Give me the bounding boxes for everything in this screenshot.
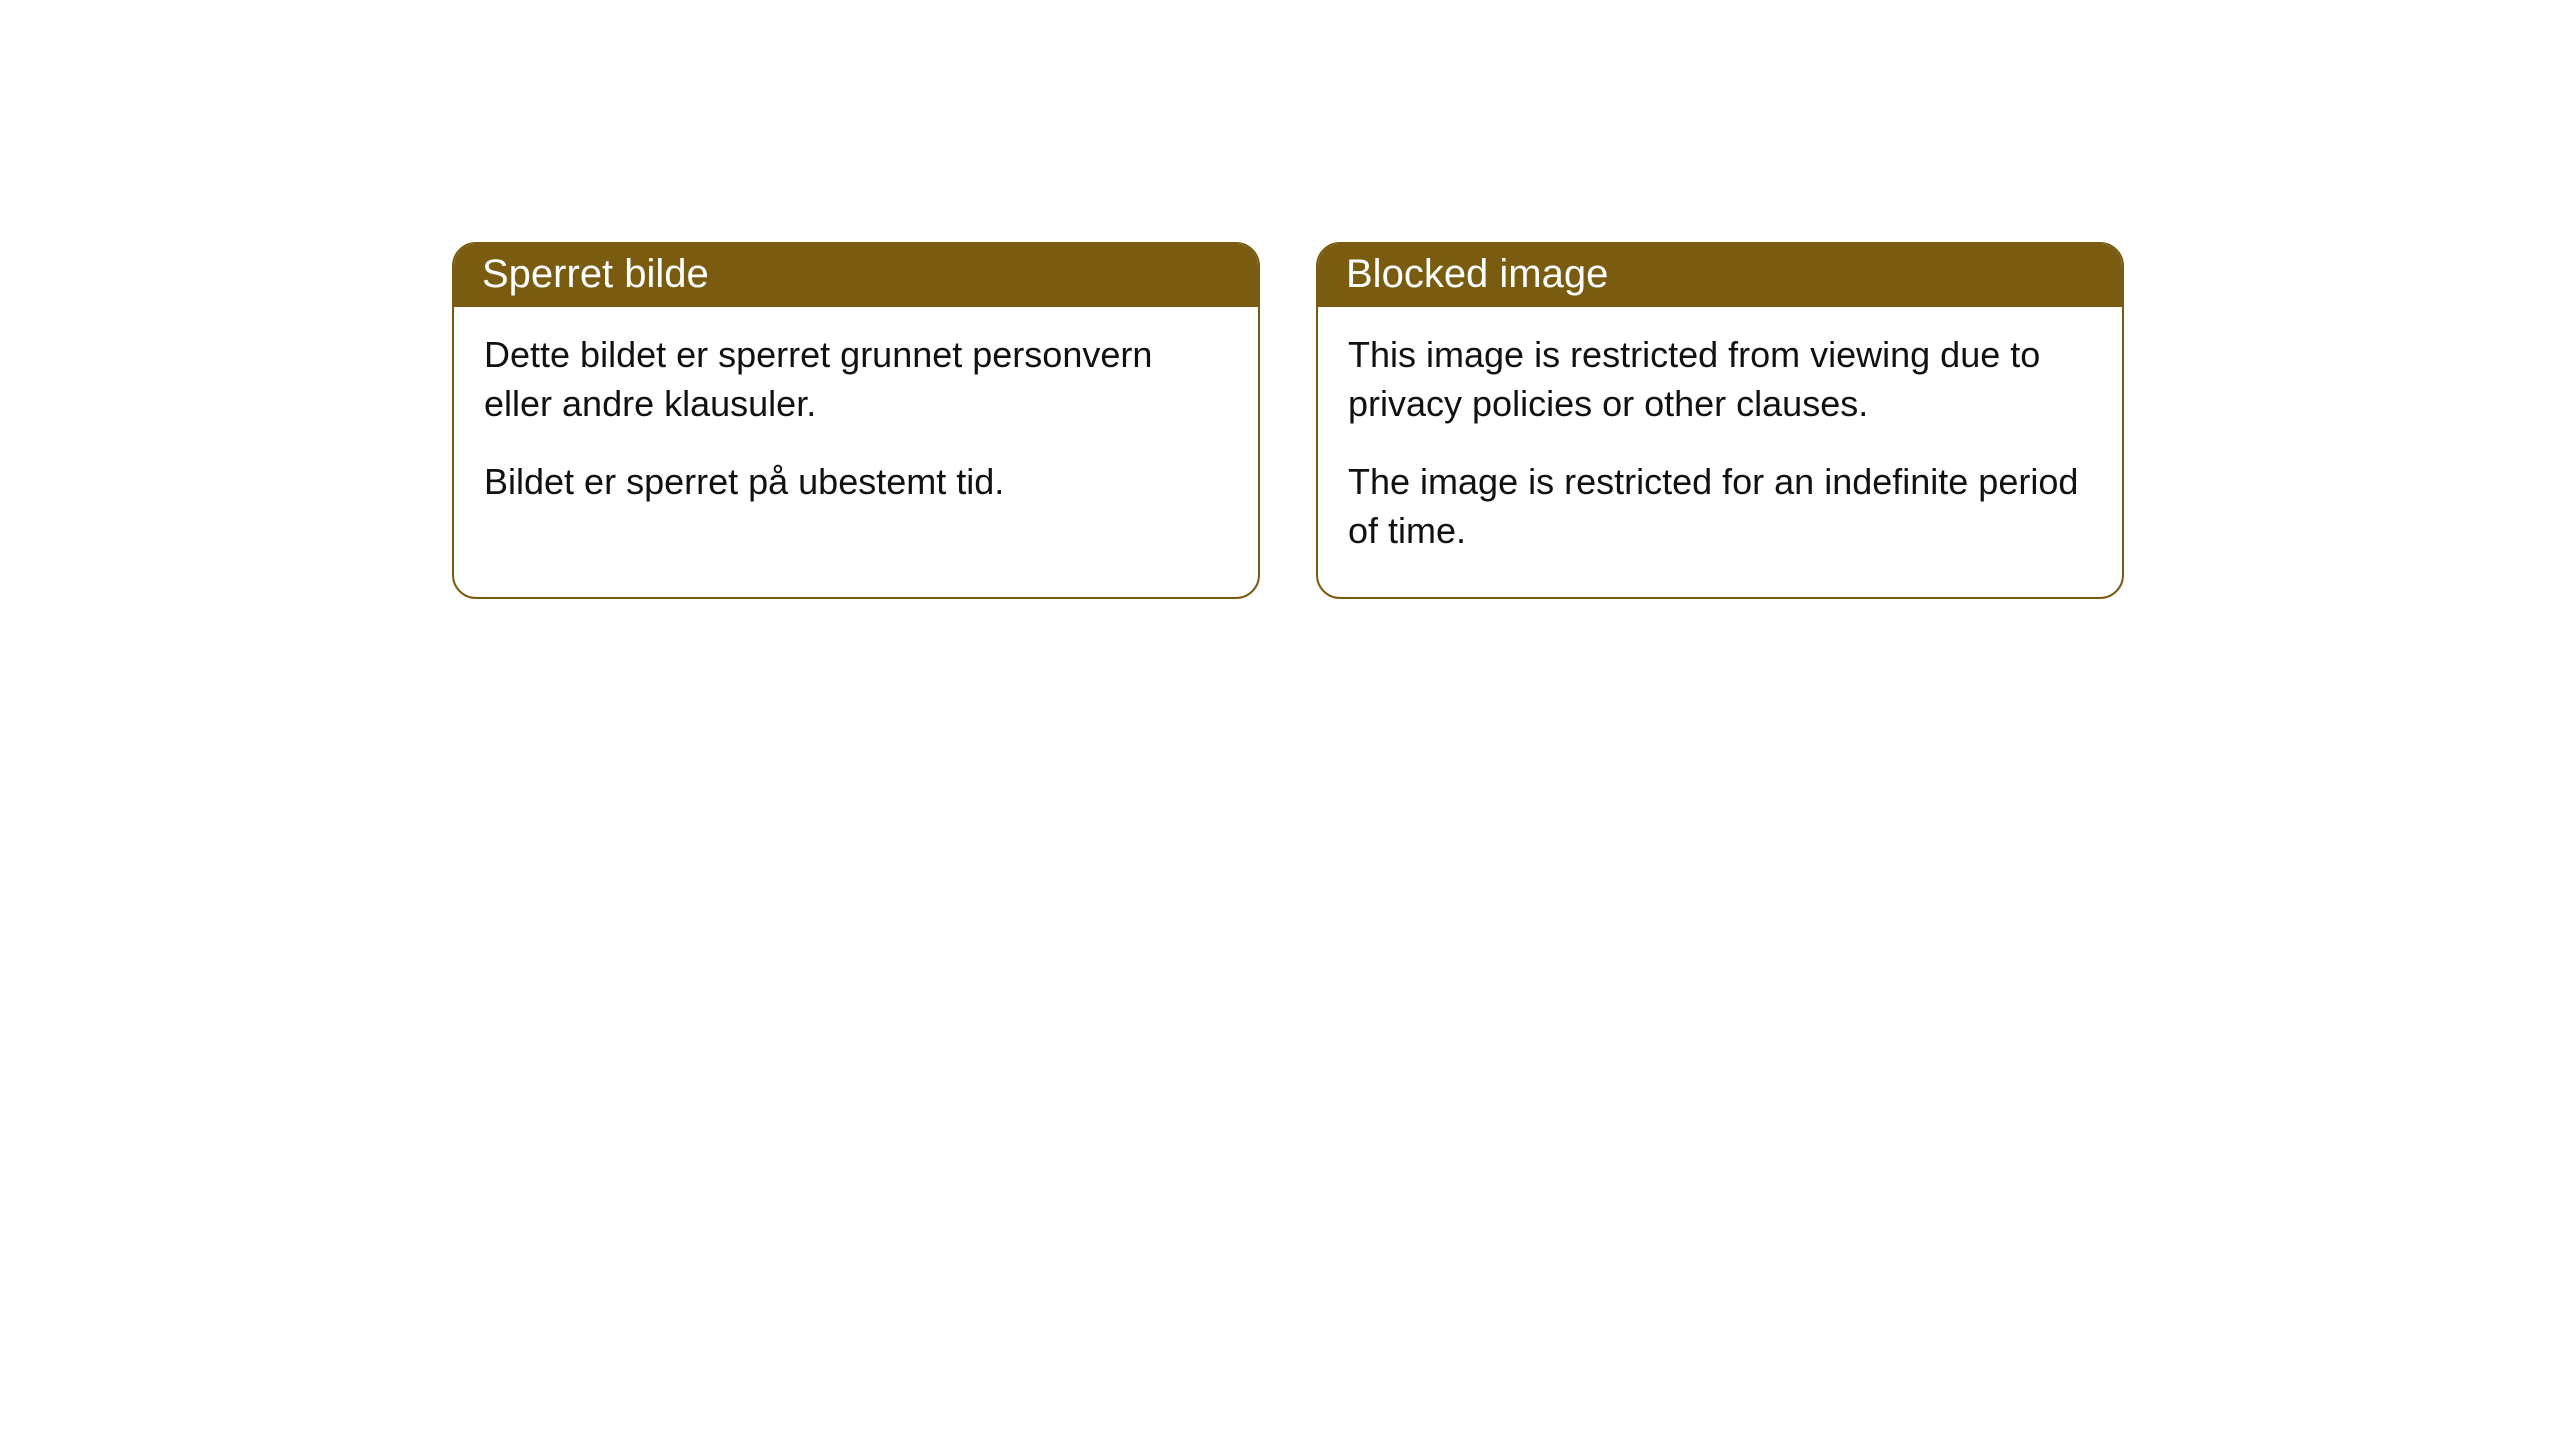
notice-paragraph: The image is restricted for an indefinit…	[1348, 458, 2092, 555]
notice-box-norwegian: Sperret bilde Dette bildet er sperret gr…	[452, 242, 1260, 599]
notice-body: Dette bildet er sperret grunnet personve…	[454, 307, 1258, 549]
notice-header: Sperret bilde	[454, 244, 1258, 307]
notice-paragraph: Bildet er sperret på ubestemt tid.	[484, 458, 1228, 507]
notice-header: Blocked image	[1318, 244, 2122, 307]
notice-container: Sperret bilde Dette bildet er sperret gr…	[0, 0, 2560, 599]
notice-paragraph: This image is restricted from viewing du…	[1348, 331, 2092, 428]
notice-box-english: Blocked image This image is restricted f…	[1316, 242, 2124, 599]
notice-body: This image is restricted from viewing du…	[1318, 307, 2122, 597]
notice-paragraph: Dette bildet er sperret grunnet personve…	[484, 331, 1228, 428]
